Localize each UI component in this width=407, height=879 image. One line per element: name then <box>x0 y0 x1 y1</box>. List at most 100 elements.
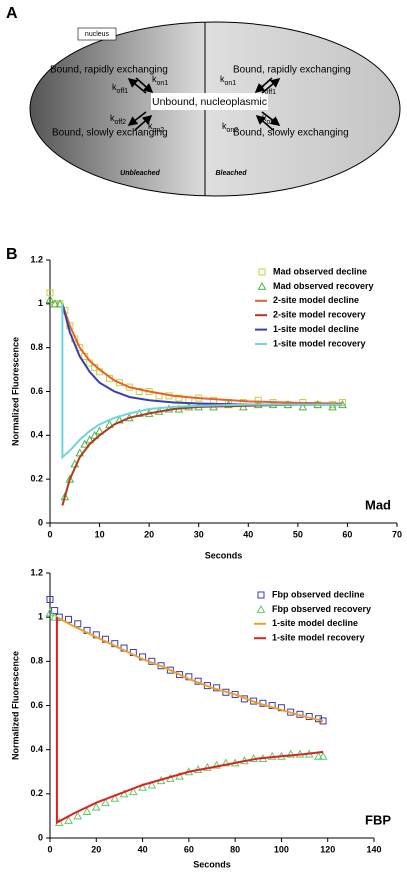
y-tick-label: 0.4 <box>30 430 43 440</box>
series-line <box>61 303 343 460</box>
legend-label: 1-site model decline <box>272 618 358 628</box>
marker <box>45 294 55 303</box>
x-tick-label: 0 <box>47 844 52 854</box>
marker <box>110 793 120 802</box>
marker <box>314 751 323 760</box>
legend-marker <box>258 268 266 276</box>
y-tick-label: 0 <box>38 517 43 527</box>
legend-label: Mad observed recovery <box>273 281 374 291</box>
rate-label: koff1 <box>112 82 128 94</box>
rate-symbol: k <box>262 113 267 123</box>
marker <box>74 620 82 628</box>
marker <box>212 760 221 769</box>
legend-label: 2-site model decline <box>273 295 359 305</box>
rate-label: kon2 <box>148 121 164 133</box>
y-tick-label: 0.2 <box>30 474 43 484</box>
x-axis-label: Seconds <box>193 859 231 869</box>
marker <box>254 396 262 404</box>
rate-label: kon1 <box>220 74 236 86</box>
state-label: Unbound, nucleoplasmic <box>152 96 267 108</box>
x-tick-label: 100 <box>274 844 289 854</box>
rate-symbol: k <box>112 82 117 92</box>
y-tick-label: 0.4 <box>30 744 43 754</box>
x-tick-label: 60 <box>342 529 352 539</box>
rate-symbol: k <box>148 121 153 131</box>
rate-label: koff2 <box>110 113 126 125</box>
region-label: Unbleached <box>120 170 160 177</box>
rate-label: koff1 <box>260 83 276 95</box>
series-line <box>56 616 324 722</box>
panel-label: A <box>6 5 18 22</box>
y-tick-label: 1 <box>38 612 43 622</box>
panel-label: B <box>6 246 18 263</box>
series-line <box>61 403 343 506</box>
marker <box>138 782 147 791</box>
legend-label: 1-site model recovery <box>273 338 366 348</box>
marker <box>175 394 183 402</box>
rate-subscript: on2 <box>153 127 165 134</box>
annotation: Mad <box>365 497 391 512</box>
x-tick-label: 40 <box>138 844 148 854</box>
marker <box>91 802 101 811</box>
nucleus-outline <box>29 21 401 197</box>
legend-label: 1-site model decline <box>273 324 359 334</box>
marker <box>64 815 73 824</box>
rate-symbol: k <box>152 74 157 84</box>
x-tick-label: 60 <box>184 844 194 854</box>
legend-label: 1-site model recovery <box>272 633 365 643</box>
marker <box>115 379 123 387</box>
rate-subscript: off1 <box>117 88 129 95</box>
y-tick-label: 1.2 <box>30 567 43 577</box>
marker <box>95 426 104 435</box>
rate-subscript: on2 <box>227 127 239 134</box>
rate-subscript: off1 <box>265 89 277 96</box>
y-tick-label: 0.8 <box>30 656 43 666</box>
y-tick-label: 0.2 <box>30 788 43 798</box>
y-tick-label: 0.8 <box>30 342 43 352</box>
marker <box>147 780 157 789</box>
legend-label: Mad observed decline <box>273 266 367 276</box>
x-tick-label: 140 <box>366 844 381 854</box>
x-tick-label: 50 <box>293 529 303 539</box>
series-line <box>55 617 324 825</box>
y-tick-label: 0.6 <box>30 700 43 710</box>
rate-subscript: on1 <box>157 80 169 87</box>
marker <box>328 402 337 411</box>
rate-label: koff2 <box>262 113 278 125</box>
center-box <box>151 93 268 110</box>
state-label: Bound, rapidly exchanging <box>233 65 351 76</box>
marker <box>101 798 110 807</box>
x-tick-label: 120 <box>320 844 335 854</box>
nucleus-box <box>77 27 117 41</box>
rate-symbol: k <box>110 113 115 123</box>
x-tick-label: 20 <box>91 844 101 854</box>
marker <box>298 402 308 411</box>
x-tick-label: 30 <box>194 529 204 539</box>
rate-label: kon2 <box>222 121 238 133</box>
marker <box>45 608 55 617</box>
x-tick-label: 70 <box>392 529 402 539</box>
marker <box>82 806 92 815</box>
rate-symbol: k <box>260 83 265 93</box>
rate-subscript: off2 <box>115 119 127 126</box>
x-tick-label: 0 <box>47 529 52 539</box>
marker <box>128 787 138 796</box>
x-axis-label: Seconds <box>205 550 243 560</box>
legend-marker <box>257 591 265 599</box>
annotation: FBP <box>365 812 391 827</box>
legend-label: 2-site model recovery <box>273 310 366 320</box>
rate-subscript: on1 <box>225 80 237 87</box>
marker <box>80 439 90 448</box>
legend-marker <box>257 281 267 290</box>
arrows <box>127 77 281 131</box>
y-tick-label: 0 <box>38 832 43 842</box>
marker <box>85 435 94 444</box>
state-label: Bound, slowly exchanging <box>233 128 349 139</box>
legend-label: Fbp observed recovery <box>272 604 371 614</box>
x-tick-label: 80 <box>230 844 240 854</box>
marker <box>176 671 184 679</box>
rate-symbol: k <box>222 121 227 131</box>
y-tick-label: 1.2 <box>30 254 43 264</box>
